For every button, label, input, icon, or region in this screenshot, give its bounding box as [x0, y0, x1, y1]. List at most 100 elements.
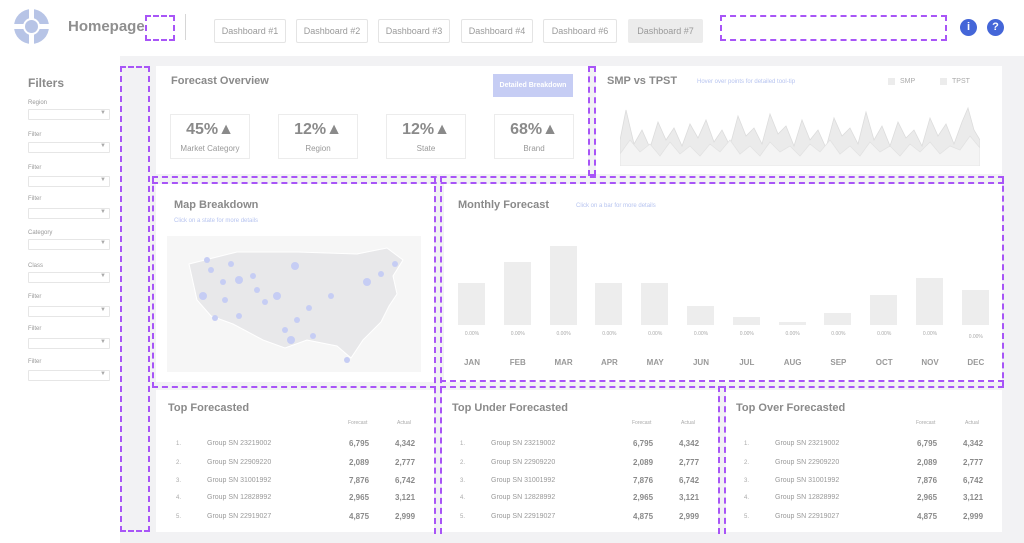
kpi-region[interactable]: 12%▲ Region: [278, 114, 358, 159]
filter-select[interactable]: ▼: [28, 109, 110, 120]
bar-feb[interactable]: [503, 262, 531, 325]
chevron-down-icon: ▼: [100, 273, 106, 279]
row-index: 3.: [744, 478, 750, 484]
monthly-forecast-card: [444, 184, 1002, 382]
row-actual: 6,742: [963, 476, 984, 485]
tab-dashboard-7[interactable]: Dashboard #7: [628, 19, 703, 43]
row-forecast: 2,965: [633, 493, 654, 502]
bar-jun[interactable]: [687, 305, 714, 325]
kpi-value: 68%▲: [510, 121, 558, 138]
kpi-brand[interactable]: 68%▲ Brand: [494, 114, 574, 159]
legend-swatch-tpst: [940, 78, 947, 85]
filters-title: Filters: [28, 76, 65, 90]
month-tick-label: FEB: [509, 358, 526, 367]
filter-select[interactable]: ▼: [28, 239, 110, 250]
bar-may[interactable]: [641, 283, 669, 325]
bar-sep[interactable]: [824, 312, 852, 325]
bar-apr[interactable]: [595, 283, 623, 325]
row-forecast: 7,876: [917, 476, 938, 485]
row-index: 1.: [744, 441, 750, 447]
tab-dashboard-2[interactable]: Dashboard #2: [296, 19, 368, 43]
map-breakdown-title: Map Breakdown: [174, 199, 259, 211]
row-forecast: 6,795: [633, 439, 654, 448]
bar-dec[interactable]: [961, 290, 989, 325]
filter-select[interactable]: ▼: [28, 208, 110, 219]
row-group-name: Group SN 31001992: [491, 477, 556, 484]
bar-value-label: 0.00%: [922, 331, 938, 337]
bar-aug[interactable]: [778, 321, 806, 325]
bar-value-label: 0.00%: [739, 331, 754, 337]
row-forecast: 2,089: [349, 458, 370, 467]
tab-dashboard-4[interactable]: Dashboard #4: [461, 19, 533, 43]
row-forecast: 6,795: [349, 439, 370, 448]
tab-dashboard-1[interactable]: Dashboard #1: [214, 19, 286, 43]
row-forecast: 7,876: [633, 476, 654, 485]
bar-value-label: 0.00%: [968, 334, 983, 340]
smp-tpst-area-chart[interactable]: [620, 100, 980, 166]
top-forecasted-card: [156, 390, 434, 532]
row-index: 5.: [744, 514, 750, 520]
kpi-label: State: [416, 144, 436, 153]
chevron-down-icon: ▼: [100, 339, 106, 345]
bar-value-label: 0.00%: [831, 331, 846, 337]
detailed-breakdown-button[interactable]: Detailed Breakdown: [493, 74, 573, 97]
filter-label: Class: [28, 263, 44, 269]
info-icon[interactable]: i: [960, 19, 977, 36]
top-forecasted-title: Top Forecasted: [168, 402, 250, 414]
row-index: 4.: [744, 495, 750, 501]
month-tick-label: MAR: [554, 358, 573, 367]
kpi-state[interactable]: 12%▲ State: [386, 114, 466, 159]
row-group-name: Group SN 12828992: [207, 494, 272, 501]
bar-jan[interactable]: [458, 283, 485, 325]
row-forecast: 2,965: [349, 493, 370, 502]
bar-jul[interactable]: [732, 317, 760, 325]
row-index: 5.: [460, 514, 466, 520]
row-index: 3.: [460, 478, 466, 484]
map-area[interactable]: [167, 236, 421, 372]
bar-oct[interactable]: [870, 294, 898, 325]
highlight-line: [152, 176, 1004, 178]
filter-select[interactable]: ▼: [28, 142, 110, 153]
tab-dashboard-3[interactable]: Dashboard #3: [378, 19, 450, 43]
kpi-market-category[interactable]: 45%▲ Market Category: [170, 114, 250, 159]
tab-dashboard-6[interactable]: Dashboard #6: [543, 19, 617, 43]
help-icon[interactable]: ?: [987, 19, 1004, 36]
row-actual: 2,999: [679, 512, 700, 521]
highlight-column: [120, 66, 150, 532]
row-actual: 3,121: [963, 493, 984, 502]
row-index: 3.: [176, 478, 182, 484]
row-actual: 2,777: [963, 458, 984, 467]
logo-icon[interactable]: [14, 9, 49, 44]
bar-nov[interactable]: [916, 277, 943, 325]
month-tick-label: DEC: [967, 358, 985, 367]
row-forecast: 2,089: [633, 458, 654, 467]
row-forecast: 4,875: [349, 512, 370, 521]
month-tick-label: JUN: [692, 358, 709, 367]
kpi-label: Market Category: [180, 144, 240, 153]
filter-label: Region: [28, 100, 48, 106]
row-forecast: 2,965: [917, 493, 938, 502]
filter-select[interactable]: ▼: [28, 306, 110, 317]
filter-label: Filter: [28, 326, 42, 332]
bar-value-label: 0.00%: [877, 331, 892, 337]
filter-select[interactable]: ▼: [28, 176, 110, 187]
monthly-forecast-title: Monthly Forecast: [458, 199, 550, 211]
filter-select[interactable]: ▼: [28, 272, 110, 283]
bar-mar[interactable]: [549, 246, 577, 325]
monthly-forecast-chart[interactable]: 0.00% JAN 0.00% FEB 0.00% MAR 0.00% APR 0.00% MAY…: [444, 184, 1002, 382]
filter-select[interactable]: ▼: [28, 338, 110, 349]
chevron-down-icon: ▼: [100, 240, 106, 246]
row-index: 2.: [176, 460, 182, 466]
chevron-down-icon: ▼: [100, 371, 106, 377]
top-over-forecasted-title: Top Over Forecasted: [736, 402, 846, 414]
row-forecast: 6,795: [917, 439, 938, 448]
row-index: 2.: [744, 460, 750, 466]
row-forecast: 4,875: [633, 512, 654, 521]
row-group-name: Group SN 31001992: [775, 477, 840, 484]
row-index: 4.: [176, 495, 182, 501]
highlight-box: [145, 15, 175, 41]
filter-select[interactable]: ▼: [28, 370, 110, 381]
row-forecast: 4,875: [917, 512, 938, 521]
bar-value-label: 0.00%: [693, 331, 709, 337]
us-map[interactable]: [167, 236, 421, 372]
